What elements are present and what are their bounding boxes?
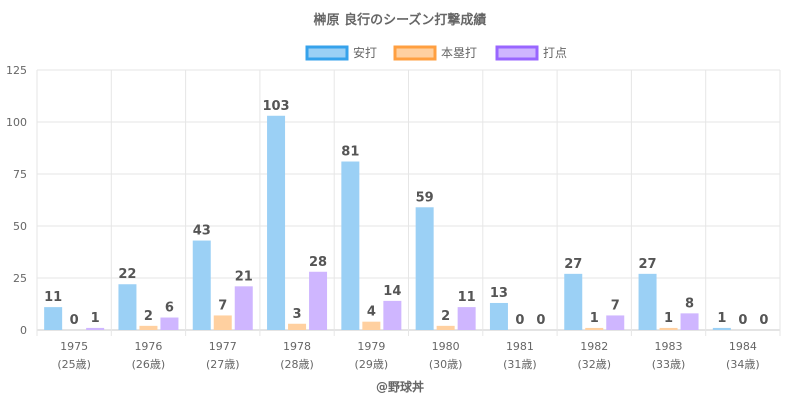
bar-1978-安打 (267, 115, 286, 330)
x-tick-sublabel-1979: (29歳) (355, 358, 389, 371)
data-label-1983-打点: 8 (685, 296, 694, 311)
data-label-1984-本塁打: 0 (738, 313, 747, 328)
data-label-1983-本塁打: 1 (664, 311, 673, 326)
legend-label-1: 安打 (353, 45, 377, 60)
x-tick-sublabel-1980: (30歳) (429, 358, 463, 371)
data-label-1975-安打: 11 (44, 290, 62, 305)
data-label-1978-本塁打: 3 (293, 307, 302, 322)
x-tick-label-1984: 1984 (729, 340, 757, 353)
data-label-1983-安打: 27 (639, 257, 657, 272)
data-label-1979-本塁打: 4 (367, 305, 376, 320)
bar-1984-安打 (712, 327, 731, 330)
x-tick-sublabel-1982: (32歳) (577, 358, 611, 371)
bar-1978-打点 (309, 271, 328, 330)
bar-1982-本塁打 (585, 327, 604, 330)
data-label-1980-打点: 11 (458, 290, 476, 305)
data-label-1981-安打: 13 (490, 286, 508, 301)
y-tick-label-0: 0 (20, 324, 27, 337)
data-label-1977-打点: 21 (235, 269, 253, 284)
x-tick-sublabel-1975: (25歳) (57, 358, 91, 371)
y-tick-label-100: 100 (6, 116, 27, 129)
bar-1975-安打 (44, 307, 63, 330)
x-tick-label-1978: 1978 (283, 340, 311, 353)
data-label-1977-本塁打: 7 (218, 298, 227, 313)
data-label-1978-安打: 103 (262, 99, 289, 114)
y-tick-label-125: 125 (6, 64, 27, 77)
legend-swatch-1 (305, 45, 349, 61)
data-label-1975-本塁打: 0 (70, 313, 79, 328)
data-label-1976-安打: 22 (118, 267, 136, 282)
bar-1980-安打 (415, 207, 434, 330)
x-axis: 1975 (25歳) 1976 (26歳) 1977 (27歳) 1978 (28歳) 1979… (57, 340, 759, 371)
data-label-1984-安打: 1 (717, 311, 726, 326)
x-tick-label-1983: 1983 (655, 340, 683, 353)
legend-swatch-3 (495, 45, 539, 61)
x-tick-sublabel-1984: (34歳) (726, 358, 760, 371)
x-tick-label-1980: 1980 (432, 340, 460, 353)
x-tick-label-1982: 1982 (580, 340, 608, 353)
bar-1983-安打 (638, 273, 657, 330)
bar-1977-本塁打 (213, 315, 232, 330)
x-tick-label-1977: 1977 (209, 340, 237, 353)
x-tick-sublabel-1977: (27歳) (206, 358, 240, 371)
bar-1979-打点 (383, 300, 402, 330)
data-label-1975-打点: 1 (91, 311, 100, 326)
data-label-1979-安打: 81 (341, 145, 359, 160)
data-label-1980-本塁打: 2 (441, 309, 450, 324)
legend-swatch-2 (393, 45, 437, 61)
x-tick-label-1979: 1979 (357, 340, 385, 353)
data-label-1982-打点: 7 (611, 298, 620, 313)
bar-1983-打点 (680, 313, 699, 330)
x-tick-sublabel-1983: (33歳) (652, 358, 686, 371)
bar-1976-安打 (118, 284, 137, 330)
data-label-1984-打点: 0 (759, 313, 768, 328)
gridlines (36, 69, 781, 336)
bar-1982-安打 (564, 273, 583, 330)
bar-1975-打点 (86, 327, 105, 330)
x-tick-label-1981: 1981 (506, 340, 534, 353)
data-label-1977-安打: 43 (193, 224, 211, 239)
x-tick-label-1976: 1976 (134, 340, 162, 353)
data-label-1980-安打: 59 (416, 190, 434, 205)
x-tick-sublabel-1978: (28歳) (280, 358, 314, 371)
bar-1976-本塁打 (139, 325, 158, 330)
bars (44, 115, 731, 330)
data-label-1982-本塁打: 1 (590, 311, 599, 326)
x-tick-label-1975: 1975 (60, 340, 88, 353)
legend: 安打 本塁打 打点 (305, 45, 567, 61)
data-label-1982-安打: 27 (564, 257, 582, 272)
y-tick-label-75: 75 (13, 168, 27, 181)
bar-1979-安打 (341, 161, 360, 330)
legend-label-3: 打点 (543, 46, 567, 60)
data-label-1976-本塁打: 2 (144, 309, 153, 324)
bar-1977-安打 (192, 240, 211, 330)
x-tick-sublabel-1976: (26歳) (132, 358, 166, 371)
data-label-1979-打点: 14 (383, 284, 401, 299)
bar-1978-本塁打 (288, 323, 307, 330)
bar-1977-打点 (234, 286, 253, 330)
bar-1981-安打 (489, 302, 508, 330)
x-tick-sublabel-1981: (31歳) (503, 358, 537, 371)
data-label-1981-打点: 0 (536, 313, 545, 328)
bar-1980-打点 (457, 307, 476, 330)
bar-1980-本塁打 (436, 325, 455, 330)
bar-1976-打点 (160, 317, 179, 330)
bar-1979-本塁打 (362, 321, 381, 330)
y-axis: 0 25 50 75 100 125 (6, 64, 27, 337)
data-label-1981-本塁打: 0 (515, 313, 524, 328)
data-label-1978-打点: 28 (309, 255, 327, 270)
y-tick-label-25: 25 (13, 272, 27, 285)
bar-1982-打点 (606, 315, 625, 330)
legend-label-2: 本塁打 (441, 46, 477, 60)
bar-1983-本塁打 (659, 327, 678, 330)
x-axis-label: @野球丼 (376, 379, 424, 394)
chart-title: 榊原 良行のシーズン打撃成績 (314, 12, 487, 28)
y-tick-label-50: 50 (13, 220, 27, 233)
data-label-1976-打点: 6 (165, 301, 174, 316)
